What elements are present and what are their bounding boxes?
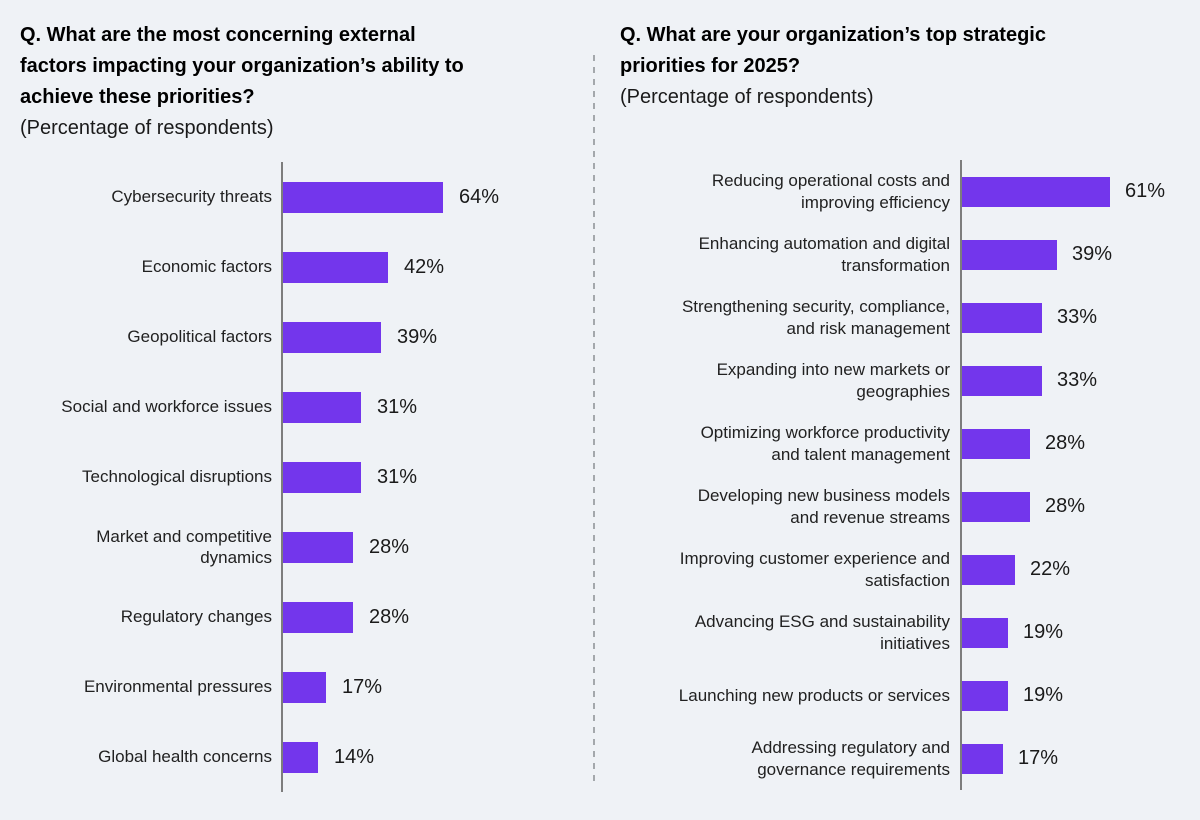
bar	[962, 554, 1015, 585]
bar	[283, 531, 353, 563]
bar-row: Global health concerns 14%	[20, 722, 585, 792]
value-label: 61%	[1125, 180, 1166, 202]
value-label: 39%	[1072, 243, 1113, 265]
bar	[283, 391, 361, 423]
value-label: 33%	[1057, 306, 1098, 328]
category-label: Reducing operational costs and improving…	[711, 171, 950, 212]
bar	[962, 365, 1042, 396]
plot-area: Cybersecurity threats 64% Economic factors…	[20, 162, 585, 792]
value-label: 28%	[1045, 432, 1086, 454]
bar	[962, 743, 1003, 774]
bar-row: Improving customer experience and satisf…	[620, 538, 1198, 601]
bar-row: Technological disruptions 31%	[20, 442, 585, 512]
chart-subtitle: (Percentage of respondents)	[20, 117, 274, 139]
category-label: Cybersecurity threats	[111, 187, 272, 207]
value-label: 64%	[459, 185, 500, 208]
bar	[962, 617, 1008, 648]
category-label: Environmental pressures	[83, 677, 272, 697]
category-label: Economic factors	[141, 257, 272, 277]
bar-row: Developing new business models and reven…	[620, 475, 1198, 538]
value-label: 17%	[342, 675, 383, 698]
bar	[283, 251, 388, 283]
category-label: Launching new products or services	[678, 685, 950, 705]
chart-title-line: factors impacting your organization’s ab…	[20, 55, 464, 77]
bar-row: Environmental pressures 17%	[20, 652, 585, 722]
value-label: 39%	[397, 325, 438, 348]
value-label: 28%	[369, 605, 410, 628]
bar	[283, 671, 326, 703]
bar-row: Geopolitical factors 39%	[20, 302, 585, 372]
bar	[962, 491, 1030, 522]
value-label: 19%	[1023, 621, 1064, 643]
value-label: 31%	[377, 395, 418, 418]
bar-row: Reducing operational costs and improving…	[620, 160, 1198, 223]
bar	[283, 181, 443, 213]
bar	[283, 461, 361, 493]
chart-title-line: Q. What are your organization’s top stra…	[620, 24, 1046, 46]
chart-title-line: achieve these priorities?	[20, 86, 255, 108]
plot-area: Reducing operational costs and improving…	[620, 160, 1198, 790]
category-label: Optimizing workforce productivity and ta…	[700, 423, 950, 464]
category-label: Technological disruptions	[82, 467, 272, 487]
category-label: Developing new business models and reven…	[697, 486, 950, 527]
bar	[962, 428, 1030, 459]
category-label: Geopolitical factors	[127, 327, 272, 347]
value-label: 42%	[404, 255, 445, 278]
bar	[962, 239, 1057, 270]
strategic-priorities-chart-panel: Q. What are your organization’s top stra…	[620, 20, 1198, 805]
value-label: 22%	[1030, 558, 1071, 580]
bar-row: Regulatory changes 28%	[20, 582, 585, 652]
value-label: 28%	[1045, 495, 1086, 517]
category-label: Expanding into new markets or geographie…	[716, 360, 950, 401]
chart-subtitle: (Percentage of respondents)	[620, 86, 874, 108]
bar-row: Addressing regulatory and governance req…	[620, 727, 1198, 790]
bar-row: Launching new products or services 19%	[620, 664, 1198, 727]
axis-baseline	[960, 160, 962, 790]
bar-row: Expanding into new markets or geographie…	[620, 349, 1198, 412]
chart-title: Q. What are your organization’s top stra…	[620, 20, 1198, 82]
bar-row: Strengthening security, compliance, and …	[620, 286, 1198, 349]
category-label: Enhancing automation and digital transfo…	[698, 234, 950, 275]
category-label: Improving customer experience and satisf…	[679, 549, 950, 590]
panel-divider	[593, 55, 595, 782]
value-label: 31%	[377, 465, 418, 488]
bar	[283, 321, 381, 353]
category-label: Regulatory changes	[120, 607, 272, 627]
bar-row: Social and workforce issues 31%	[20, 372, 585, 442]
bar-row: Optimizing workforce productivity and ta…	[620, 412, 1198, 475]
bar-row: Market and competitive dynamics 28%	[20, 512, 585, 582]
bar	[283, 741, 318, 773]
category-label: Addressing regulatory and governance req…	[751, 738, 950, 779]
category-label: Strengthening security, compliance, and …	[681, 297, 950, 338]
category-label: Market and competitive dynamics	[96, 526, 272, 568]
value-label: 33%	[1057, 369, 1098, 391]
bar-row: Advancing ESG and sustainability initiat…	[620, 601, 1198, 664]
bar	[283, 601, 353, 633]
category-label: Advancing ESG and sustainability initiat…	[694, 612, 950, 653]
bar	[962, 302, 1042, 333]
bar-row: Cybersecurity threats 64%	[20, 162, 585, 232]
value-label: 19%	[1023, 684, 1064, 706]
bar-row: Enhancing automation and digital transfo…	[620, 223, 1198, 286]
chart-title-line: Q. What are the most concerning external	[20, 24, 416, 46]
bar-row: Economic factors 42%	[20, 232, 585, 302]
chart-title: Q. What are the most concerning external…	[20, 20, 585, 113]
value-label: 14%	[334, 745, 375, 768]
category-label: Global health concerns	[98, 747, 272, 767]
external-factors-chart-panel: Q. What are the most concerning external…	[20, 20, 585, 805]
bar	[962, 680, 1008, 711]
value-label: 28%	[369, 535, 410, 558]
axis-baseline	[281, 162, 283, 792]
bar	[962, 176, 1110, 207]
category-label: Social and workforce issues	[61, 397, 272, 417]
chart-title-line: priorities for 2025?	[620, 55, 801, 77]
value-label: 17%	[1018, 747, 1059, 769]
